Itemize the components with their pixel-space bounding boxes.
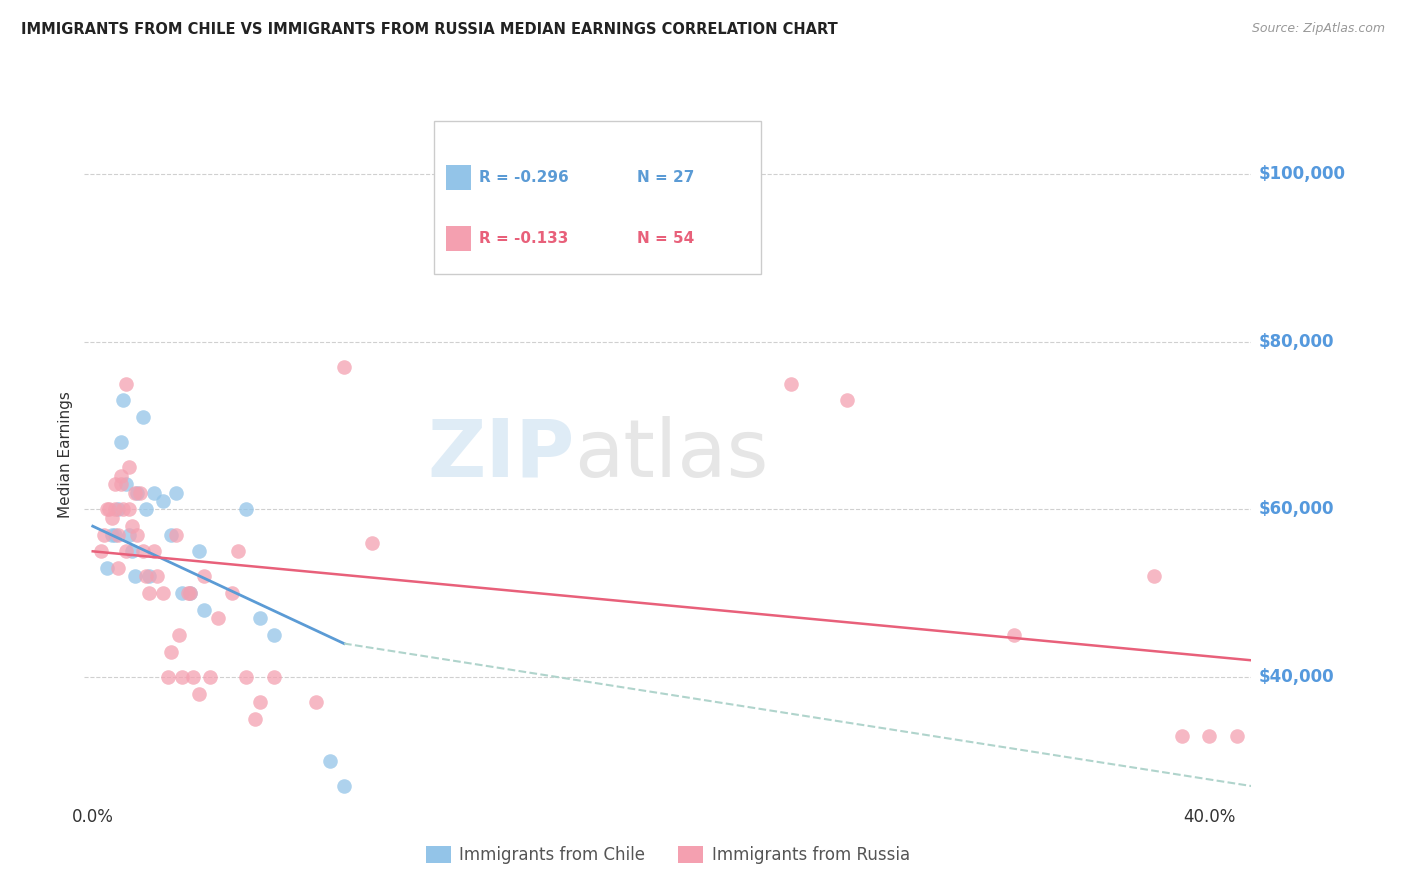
Point bbox=[110, 468, 132, 483]
Point bbox=[118, 460, 141, 475]
Point bbox=[179, 586, 201, 600]
Point bbox=[361, 536, 384, 550]
Point bbox=[115, 544, 138, 558]
Point bbox=[146, 569, 169, 583]
Point bbox=[101, 510, 124, 524]
Point bbox=[96, 502, 118, 516]
Y-axis label: Median Earnings: Median Earnings bbox=[58, 392, 73, 518]
Point bbox=[138, 586, 160, 600]
Point bbox=[187, 687, 209, 701]
Point bbox=[1170, 729, 1192, 743]
Point bbox=[101, 527, 124, 541]
Point bbox=[127, 485, 149, 500]
Point bbox=[179, 586, 201, 600]
Point bbox=[193, 603, 215, 617]
Point bbox=[107, 502, 129, 516]
Text: ZIP: ZIP bbox=[427, 416, 575, 494]
Point bbox=[110, 477, 132, 491]
Point bbox=[90, 544, 112, 558]
Text: N = 54: N = 54 bbox=[637, 231, 695, 246]
Point bbox=[319, 754, 342, 768]
Text: R = -0.133: R = -0.133 bbox=[479, 231, 569, 246]
Point bbox=[143, 544, 166, 558]
Point bbox=[157, 670, 180, 684]
Point bbox=[235, 670, 257, 684]
Point bbox=[143, 485, 166, 500]
Point bbox=[118, 502, 141, 516]
Point bbox=[1002, 628, 1025, 642]
Point bbox=[207, 611, 229, 625]
Point bbox=[118, 527, 141, 541]
Point bbox=[127, 527, 149, 541]
Point bbox=[181, 670, 204, 684]
Point bbox=[124, 485, 146, 500]
Point bbox=[1226, 729, 1249, 743]
Point bbox=[263, 628, 285, 642]
Point bbox=[152, 586, 174, 600]
Text: $100,000: $100,000 bbox=[1258, 165, 1346, 183]
Point bbox=[1143, 569, 1166, 583]
Legend: Immigrants from Chile, Immigrants from Russia: Immigrants from Chile, Immigrants from R… bbox=[419, 839, 917, 871]
Point bbox=[160, 645, 183, 659]
Text: atlas: atlas bbox=[575, 416, 769, 494]
Point bbox=[226, 544, 249, 558]
Point bbox=[121, 544, 143, 558]
Point bbox=[169, 628, 191, 642]
Point bbox=[93, 527, 115, 541]
Point bbox=[112, 502, 135, 516]
Point bbox=[135, 569, 157, 583]
Point bbox=[132, 544, 155, 558]
Text: $60,000: $60,000 bbox=[1258, 500, 1334, 518]
Point bbox=[243, 712, 266, 726]
Point bbox=[115, 376, 138, 391]
Point bbox=[221, 586, 243, 600]
Text: N = 27: N = 27 bbox=[637, 169, 695, 185]
Point bbox=[98, 502, 121, 516]
Point bbox=[115, 477, 138, 491]
Point bbox=[198, 670, 221, 684]
Text: IMMIGRANTS FROM CHILE VS IMMIGRANTS FROM RUSSIA MEDIAN EARNINGS CORRELATION CHAR: IMMIGRANTS FROM CHILE VS IMMIGRANTS FROM… bbox=[21, 22, 838, 37]
Point bbox=[170, 670, 193, 684]
Point bbox=[235, 502, 257, 516]
Point bbox=[176, 586, 198, 600]
Point bbox=[249, 611, 271, 625]
Point bbox=[170, 586, 193, 600]
Point bbox=[129, 485, 152, 500]
Point bbox=[104, 502, 127, 516]
Text: R = -0.296: R = -0.296 bbox=[479, 169, 569, 185]
Point bbox=[124, 569, 146, 583]
Point bbox=[160, 527, 183, 541]
Point bbox=[104, 477, 127, 491]
Point bbox=[166, 485, 188, 500]
Point bbox=[132, 410, 155, 425]
Point bbox=[104, 527, 127, 541]
Point bbox=[835, 393, 858, 408]
Point bbox=[121, 519, 143, 533]
Point bbox=[110, 435, 132, 450]
Point bbox=[333, 359, 356, 374]
Point bbox=[138, 569, 160, 583]
Point bbox=[107, 527, 129, 541]
Point bbox=[249, 695, 271, 709]
Point bbox=[187, 544, 209, 558]
Point bbox=[152, 494, 174, 508]
Point bbox=[112, 393, 135, 408]
Text: $40,000: $40,000 bbox=[1258, 668, 1334, 686]
Point bbox=[263, 670, 285, 684]
Point bbox=[193, 569, 215, 583]
Point bbox=[96, 561, 118, 575]
Point bbox=[305, 695, 328, 709]
Point bbox=[107, 561, 129, 575]
Point bbox=[779, 376, 801, 391]
Text: $80,000: $80,000 bbox=[1258, 333, 1334, 351]
Point bbox=[135, 502, 157, 516]
Point bbox=[1198, 729, 1220, 743]
Point bbox=[333, 779, 356, 793]
Point bbox=[166, 527, 188, 541]
Text: Source: ZipAtlas.com: Source: ZipAtlas.com bbox=[1251, 22, 1385, 36]
